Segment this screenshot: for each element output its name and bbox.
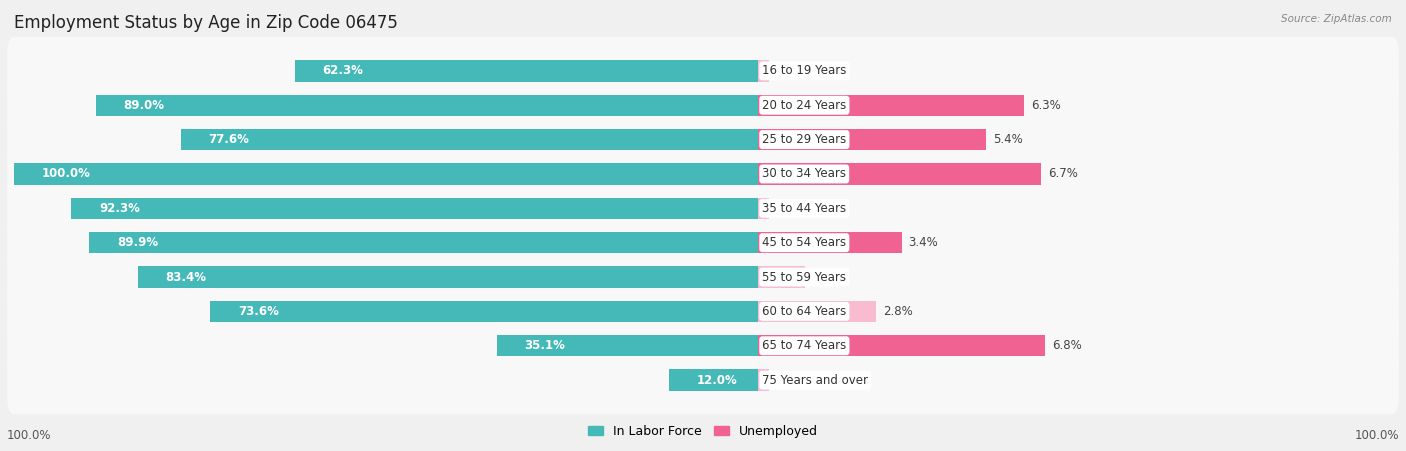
Text: 89.0%: 89.0% (124, 99, 165, 112)
Text: 100.0%: 100.0% (1354, 429, 1399, 442)
Text: 65 to 74 Years: 65 to 74 Years (762, 339, 846, 352)
Bar (138, 267, 758, 288)
Text: Source: ZipAtlas.com: Source: ZipAtlas.com (1281, 14, 1392, 23)
Text: 100.0%: 100.0% (7, 429, 52, 442)
Text: 35.1%: 35.1% (524, 339, 565, 352)
Text: 12.0%: 12.0% (696, 373, 737, 387)
Bar (758, 232, 901, 253)
Bar (758, 369, 769, 391)
Bar (295, 60, 758, 82)
FancyBboxPatch shape (7, 71, 1399, 139)
Text: 62.3%: 62.3% (322, 64, 363, 78)
Text: 75 Years and over: 75 Years and over (762, 373, 869, 387)
Bar (758, 129, 986, 150)
Text: 89.9%: 89.9% (117, 236, 157, 249)
FancyBboxPatch shape (7, 106, 1399, 174)
Text: 1.1%: 1.1% (811, 271, 841, 284)
Text: 55 to 59 Years: 55 to 59 Years (762, 271, 846, 284)
Text: 60 to 64 Years: 60 to 64 Years (762, 305, 846, 318)
Bar (758, 95, 1025, 116)
FancyBboxPatch shape (7, 37, 1399, 105)
Bar (758, 198, 769, 219)
Text: 2.8%: 2.8% (883, 305, 912, 318)
Bar (758, 163, 1042, 184)
Text: 5.4%: 5.4% (993, 133, 1024, 146)
Bar (496, 335, 758, 356)
Text: 45 to 54 Years: 45 to 54 Years (762, 236, 846, 249)
Text: 73.6%: 73.6% (238, 305, 278, 318)
Text: 30 to 34 Years: 30 to 34 Years (762, 167, 846, 180)
Text: 35 to 44 Years: 35 to 44 Years (762, 202, 846, 215)
Text: 100.0%: 100.0% (42, 167, 90, 180)
Bar (758, 267, 804, 288)
Bar (758, 335, 1046, 356)
Text: Employment Status by Age in Zip Code 06475: Employment Status by Age in Zip Code 064… (14, 14, 398, 32)
Text: 83.4%: 83.4% (165, 271, 207, 284)
Text: 0.0%: 0.0% (776, 202, 806, 215)
FancyBboxPatch shape (7, 140, 1399, 208)
Bar (89, 232, 758, 253)
Bar (669, 369, 758, 391)
Text: 0.0%: 0.0% (776, 64, 806, 78)
Bar (758, 60, 769, 82)
Bar (96, 95, 758, 116)
Text: 20 to 24 Years: 20 to 24 Years (762, 99, 846, 112)
Text: 77.6%: 77.6% (208, 133, 249, 146)
Bar (181, 129, 758, 150)
FancyBboxPatch shape (7, 277, 1399, 345)
Bar (758, 301, 876, 322)
Text: 6.8%: 6.8% (1052, 339, 1083, 352)
FancyBboxPatch shape (7, 346, 1399, 414)
Text: 16 to 19 Years: 16 to 19 Years (762, 64, 846, 78)
Text: 6.7%: 6.7% (1047, 167, 1078, 180)
Bar (211, 301, 758, 322)
Bar (14, 163, 758, 184)
FancyBboxPatch shape (7, 209, 1399, 277)
Bar (72, 198, 758, 219)
Text: 6.3%: 6.3% (1031, 99, 1062, 112)
Text: 92.3%: 92.3% (98, 202, 139, 215)
Text: 3.4%: 3.4% (908, 236, 938, 249)
Legend: In Labor Force, Unemployed: In Labor Force, Unemployed (583, 420, 823, 443)
FancyBboxPatch shape (7, 243, 1399, 311)
FancyBboxPatch shape (7, 312, 1399, 380)
FancyBboxPatch shape (7, 174, 1399, 242)
Text: 0.0%: 0.0% (776, 373, 806, 387)
Text: 25 to 29 Years: 25 to 29 Years (762, 133, 846, 146)
